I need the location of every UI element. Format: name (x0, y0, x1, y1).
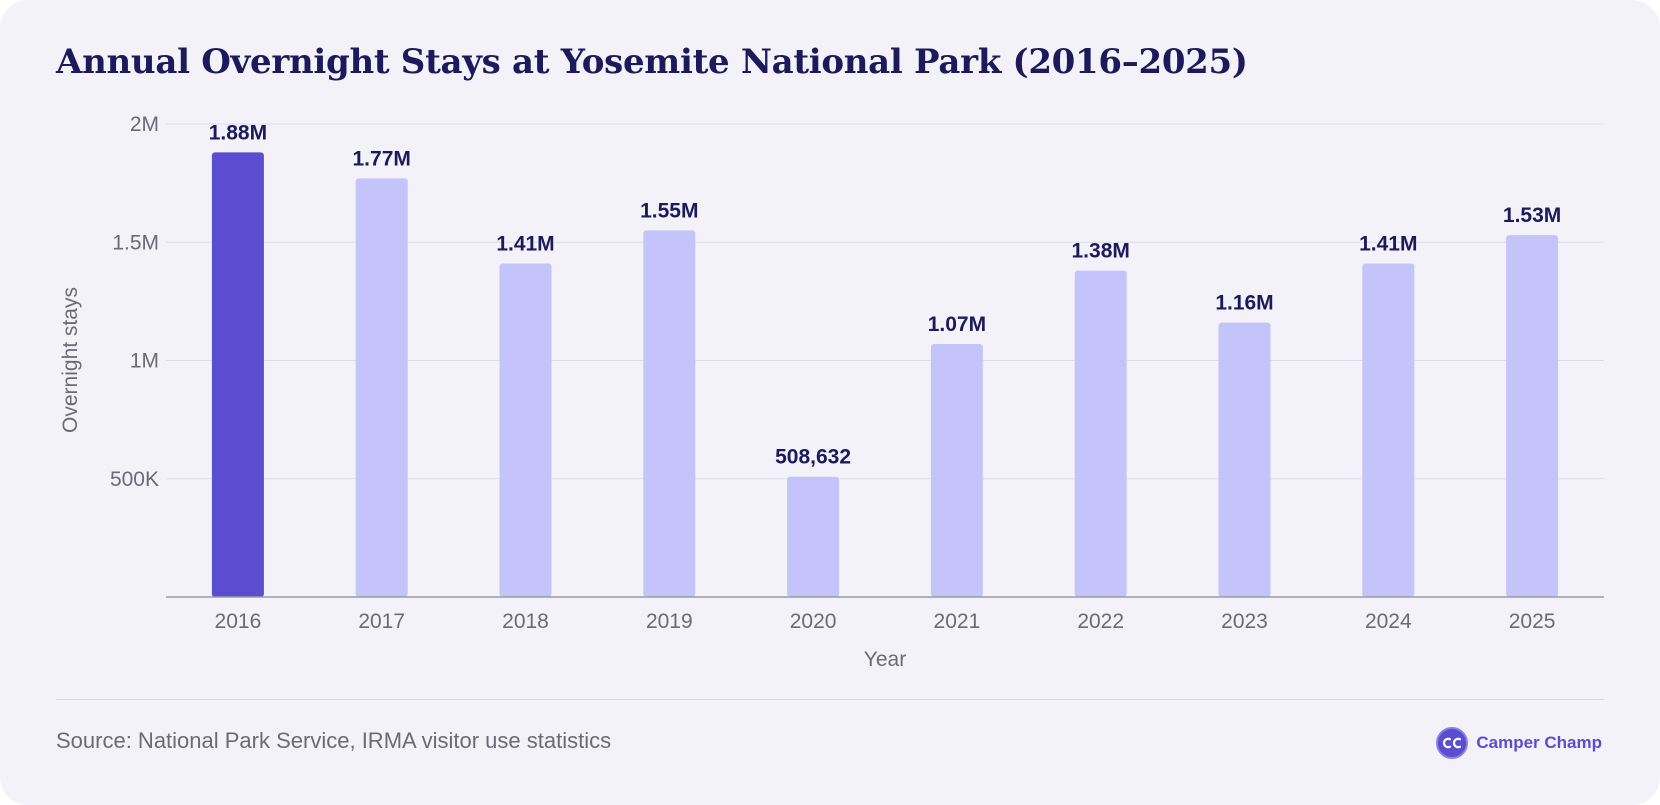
data-label: 508,632 (775, 446, 851, 469)
data-label: 1.88M (209, 121, 267, 144)
x-tick-label: 2021 (934, 610, 981, 633)
bar (787, 476, 840, 597)
data-label: 1.53M (1503, 204, 1561, 227)
data-label: 1.07M (928, 313, 986, 336)
bar (499, 263, 552, 597)
x-tick-label: 2016 (215, 610, 262, 633)
bar-chart: 500K 1M 1.5M 2M 1.88M 2016 1.77M 2017 1.41M 2018 1… (59, 113, 1604, 671)
bar (1218, 322, 1271, 597)
x-axis-title: Year (864, 648, 906, 671)
y-tick-label: 2M (130, 113, 159, 136)
source-note: Source: National Park Service, IRMA visi… (56, 728, 612, 753)
x-tick-label: 2020 (790, 610, 837, 633)
x-tick-label: 2019 (646, 610, 693, 633)
x-tick-label: 2022 (1077, 610, 1124, 633)
cc-logo-icon (1436, 727, 1469, 759)
bar (1362, 263, 1415, 597)
y-tick-label: 500K (110, 468, 159, 491)
x-tick-label: 2024 (1365, 610, 1412, 633)
data-label: 1.38M (1072, 240, 1130, 263)
data-label: 1.16M (1215, 292, 1273, 315)
bar (930, 343, 983, 597)
brand-name: Camper Champ (1476, 733, 1602, 752)
bar (1506, 235, 1559, 597)
y-axis-title: Overnight stays (59, 287, 82, 433)
x-tick-label: 2017 (358, 610, 405, 633)
data-label: 1.41M (496, 233, 554, 256)
bar (355, 178, 408, 597)
bar (1074, 270, 1127, 597)
x-tick-label: 2023 (1221, 610, 1268, 633)
data-label: 1.55M (640, 199, 698, 222)
footer-divider (56, 699, 1604, 700)
bar (643, 230, 696, 598)
y-tick-label: 1.5M (112, 231, 159, 254)
y-tick-label: 1M (130, 350, 159, 373)
x-tick-label: 2025 (1509, 610, 1556, 633)
data-label: 1.41M (1359, 233, 1417, 256)
chart-title: Annual Overnight Stays at Yosemite Natio… (56, 42, 1248, 82)
x-tick-label: 2018 (502, 610, 549, 633)
brand[interactable]: Camper Champ (1436, 727, 1602, 759)
data-label: 1.77M (353, 147, 411, 170)
bar (211, 152, 264, 597)
